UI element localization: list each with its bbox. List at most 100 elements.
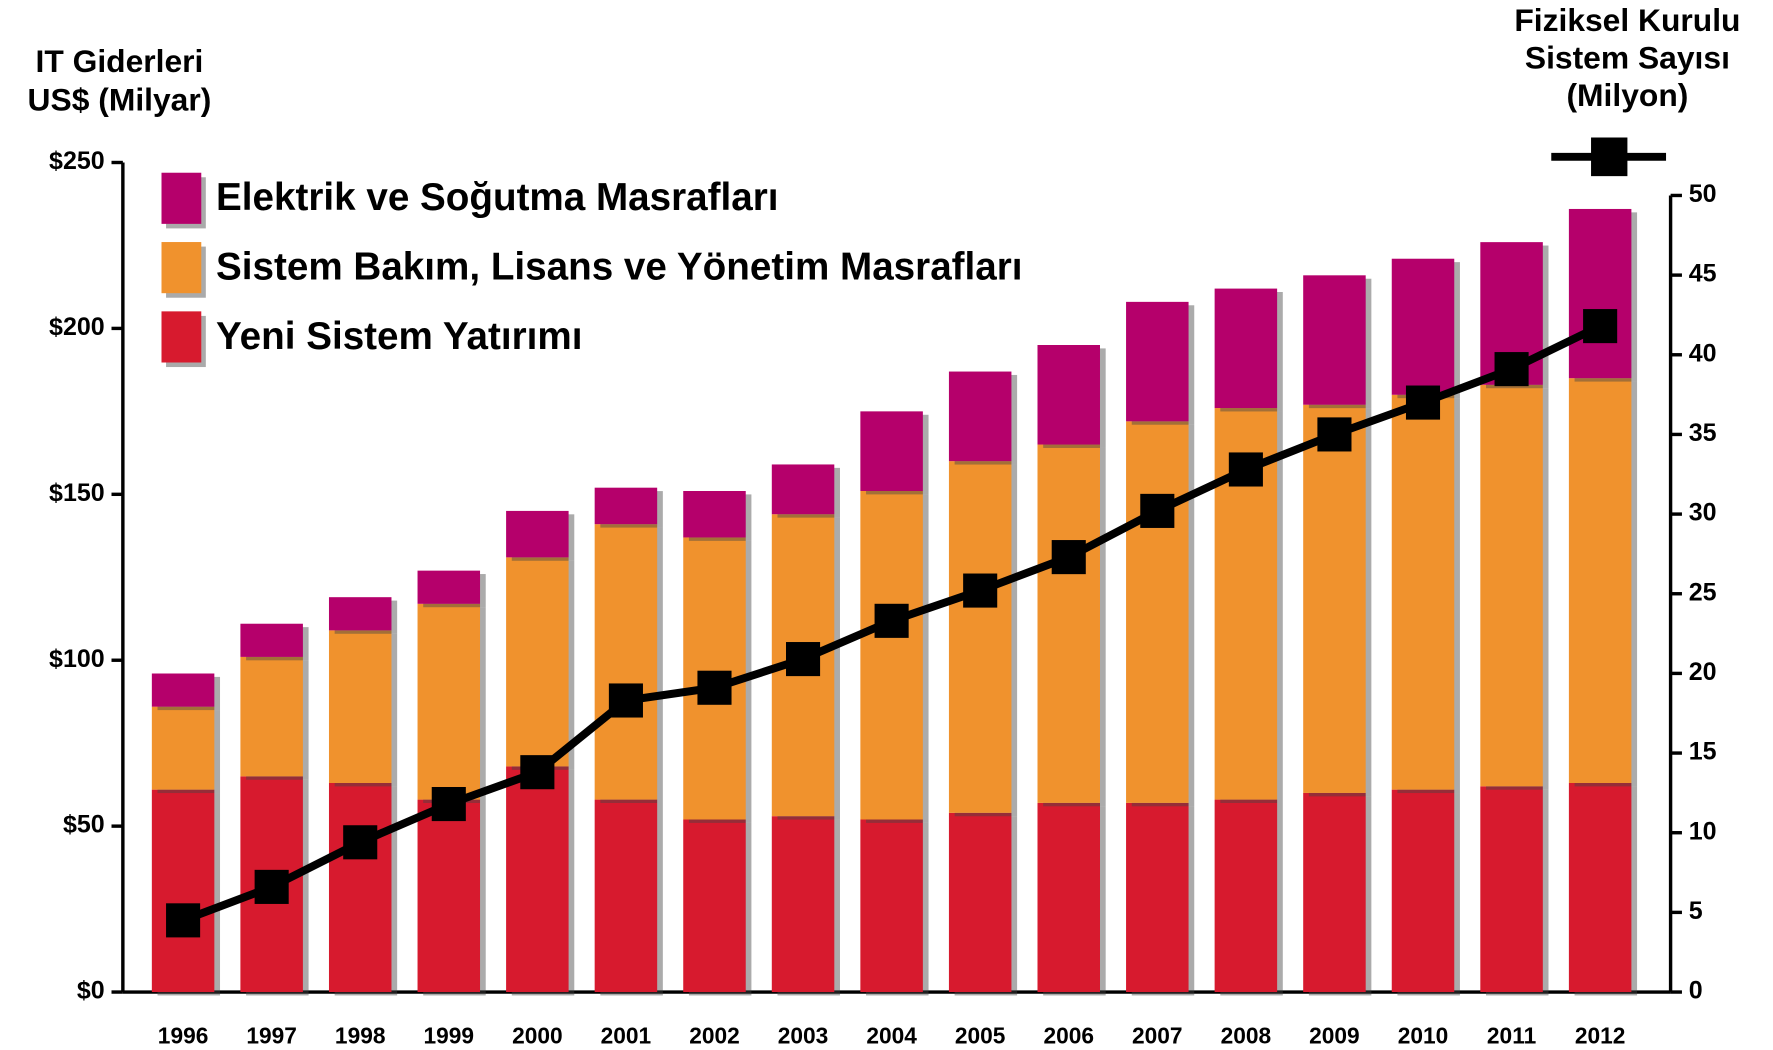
bar (1037, 802, 1100, 993)
y2-tick-label: 50 (1689, 180, 1717, 208)
bar (948, 812, 1012, 993)
x-tick-label: 2008 (1221, 1023, 1272, 1049)
bar (948, 461, 1012, 813)
legend-swatch (161, 311, 202, 363)
x-tick-label: 2002 (689, 1023, 740, 1049)
bar (1126, 301, 1189, 422)
y-tick-label: $250 (49, 147, 105, 175)
bar (594, 487, 658, 525)
bar (417, 603, 481, 800)
bar (506, 510, 569, 558)
line-marker (520, 755, 555, 790)
y2-axis-title: Fiziksel Kurulu (1514, 2, 1740, 38)
x-tick-label: 1996 (158, 1023, 209, 1049)
legend-swatch (161, 242, 202, 294)
bar (1568, 378, 1632, 783)
line-marker (963, 573, 998, 608)
bar (1303, 792, 1366, 993)
bar (506, 557, 569, 767)
y-tick-label: $50 (63, 811, 105, 839)
line-marker (1405, 385, 1441, 420)
y2-tick-label: 15 (1689, 738, 1717, 766)
line-marker (874, 603, 909, 638)
bar (1303, 404, 1366, 793)
y2-axis-title: (Milyon) (1566, 77, 1688, 113)
bar (1214, 799, 1278, 993)
line-marker (608, 683, 643, 718)
bar (506, 766, 569, 993)
bar (417, 570, 481, 604)
line-marker (786, 642, 821, 677)
y2-axis-title: Sistem Sayısı (1525, 40, 1730, 76)
x-tick-label: 2004 (866, 1023, 917, 1049)
y2-tick-label: 0 (1689, 977, 1703, 1005)
bar (240, 656, 303, 777)
bar (1480, 786, 1543, 993)
bar (1391, 789, 1455, 993)
x-tick-label: 2011 (1487, 1023, 1536, 1049)
line-marker (1317, 417, 1352, 452)
line-marker (431, 787, 466, 822)
x-tick-label: 2010 (1398, 1023, 1449, 1049)
x-tick-label: 2009 (1309, 1023, 1360, 1049)
bar (683, 491, 746, 538)
y-tick-label: $200 (49, 313, 105, 341)
bar (948, 371, 1012, 462)
y2-tick-label: 25 (1689, 578, 1717, 606)
line-marker (1140, 493, 1175, 528)
bar (151, 673, 215, 707)
bar (1303, 275, 1366, 405)
bar (860, 411, 923, 492)
bar (1568, 208, 1632, 379)
y-axis-title: US$ (Milyar) (28, 82, 212, 118)
line-marker (254, 869, 289, 904)
x-tick-label: 2006 (1043, 1023, 1094, 1049)
legend-swatch (161, 172, 202, 224)
x-tick-label: 2003 (778, 1023, 829, 1049)
bar (1037, 345, 1100, 445)
legend-label: Sistem Bakım, Lisans ve Yönetim Masrafla… (216, 246, 1022, 289)
x-tick-label: 2007 (1132, 1023, 1183, 1049)
y2-tick-label: 10 (1689, 817, 1717, 845)
x-tick-label: 2001 (601, 1023, 652, 1049)
bar (151, 706, 215, 790)
bar (594, 524, 658, 800)
line-marker (1051, 540, 1086, 575)
bar (328, 597, 392, 631)
bar (328, 630, 392, 783)
bar (860, 819, 923, 993)
legend-label: Elektrik ve Soğutma Masrafları (216, 176, 778, 219)
bar (1391, 258, 1455, 395)
line-marker (1494, 352, 1529, 387)
y2-tick-label: 20 (1689, 658, 1717, 686)
line-marker (1228, 452, 1263, 487)
x-tick-label: 1997 (246, 1023, 297, 1049)
bar (683, 819, 746, 993)
bar (151, 789, 215, 993)
legend-label: Yeni Sistem Yatırımı (216, 315, 582, 358)
bar (1126, 421, 1189, 803)
bar (771, 464, 835, 515)
bar (771, 816, 835, 993)
bar (417, 799, 481, 993)
bar (328, 783, 392, 993)
bar (594, 799, 658, 993)
bar (1480, 384, 1543, 787)
y2-tick-label: 35 (1689, 419, 1717, 447)
bar (1214, 288, 1278, 409)
y2-tick-label: 45 (1689, 260, 1717, 288)
y-tick-label: $150 (49, 479, 105, 507)
bar (1391, 394, 1455, 790)
x-tick-label: 2000 (512, 1023, 563, 1049)
y2-tick-label: 30 (1689, 499, 1717, 527)
y-tick-label: $0 (77, 977, 105, 1005)
bar (240, 623, 303, 657)
x-tick-label: 2012 (1575, 1023, 1626, 1049)
line-marker (166, 903, 201, 938)
bar (1126, 802, 1189, 993)
line-marker (697, 670, 732, 705)
x-tick-label: 1998 (335, 1023, 386, 1049)
line-marker (1583, 309, 1618, 344)
y-axis-title: IT Giderleri (36, 43, 204, 79)
